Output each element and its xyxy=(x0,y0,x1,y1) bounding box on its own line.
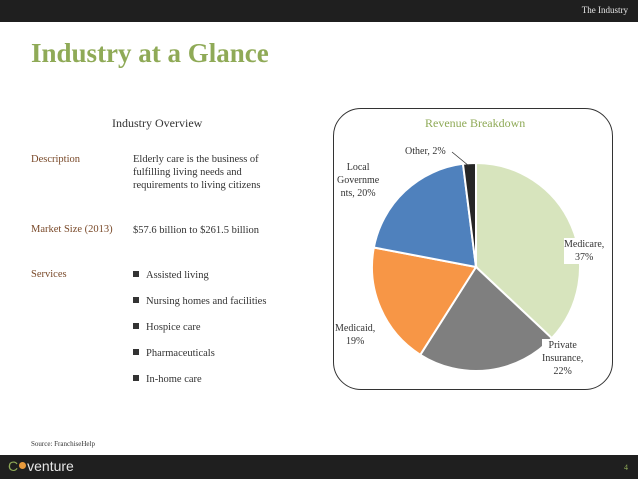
pie-label-line: Insurance, xyxy=(542,353,584,364)
pie-label-line: Medicaid, xyxy=(335,323,376,334)
description-line: Elderly care is the business of xyxy=(133,154,259,165)
page-title: Industry at a Glance xyxy=(31,38,269,68)
bullet-icon xyxy=(133,349,139,355)
list-item: Hospice care xyxy=(133,321,266,347)
list-item: In-home care xyxy=(133,373,266,399)
description-line: fulfilling living needs and xyxy=(133,167,242,178)
pie-slice-medicare xyxy=(475,161,581,340)
revenue-pie-chart xyxy=(371,151,581,372)
bullet-icon xyxy=(133,297,139,303)
pie-label-line: 22% xyxy=(553,366,572,377)
section-label: The Industry xyxy=(581,5,628,15)
pie-slice-local-governments xyxy=(372,162,478,269)
list-item: Pharmaceuticals xyxy=(133,347,266,373)
market-size-label: Market Size (2013) xyxy=(31,224,113,235)
services-label: Services xyxy=(31,269,67,280)
pie-label-line: Governme xyxy=(337,175,380,186)
overview-heading: Industry Overview xyxy=(112,116,203,130)
pie-label-line: nts, 20% xyxy=(340,188,376,199)
pie-label-line: 19% xyxy=(345,336,365,347)
pie-label-local-governments: Local Governme nts, 20% xyxy=(337,161,380,200)
revenue-panel xyxy=(333,108,613,390)
pie-slice-other xyxy=(461,161,477,268)
list-item: Nursing homes and facilities xyxy=(133,295,266,321)
service-text: Hospice care xyxy=(146,322,201,333)
pie-label-line: Local xyxy=(346,162,370,173)
bullet-icon xyxy=(133,375,139,381)
pie-label-medicaid: Medicaid, 19% xyxy=(335,322,376,348)
pie-label-medicare: Medicare, 37% xyxy=(564,238,605,264)
chart-title: Revenue Breakdown xyxy=(425,116,526,130)
pie-label-other: Other, 2% xyxy=(405,145,446,158)
pie-leader-line xyxy=(451,151,470,167)
pie-label-private-insurance: Private Insurance, 22% xyxy=(542,339,584,378)
service-text: Assisted living xyxy=(146,270,209,281)
service-text: Nursing homes and facilities xyxy=(146,296,267,307)
pie-label-line: Medicare, xyxy=(564,239,605,250)
service-text: Pharmaceuticals xyxy=(146,348,215,359)
service-text: In-home care xyxy=(146,374,202,385)
description-label: Description xyxy=(31,154,80,165)
logo-mark-icon xyxy=(19,462,27,469)
services-list: Assisted living Nursing homes and facili… xyxy=(133,269,266,399)
bullet-icon xyxy=(133,271,139,277)
list-item: Assisted living xyxy=(133,269,266,295)
pie-label-line: 37% xyxy=(574,252,594,263)
source-note: Source: FranchiseHelp xyxy=(31,440,95,448)
pie-label-line: Private xyxy=(548,340,577,351)
description-line: requirements to living citizens xyxy=(133,180,261,191)
top-bar: The Industry xyxy=(0,0,638,22)
pie-label-line: Other, 2% xyxy=(405,146,446,157)
bullet-icon xyxy=(133,323,139,329)
market-size-value: $57.6 billion to $261.5 billion xyxy=(133,225,260,236)
page-number: 4 xyxy=(624,463,628,472)
description-text: Elderly care is the business of fulfilli… xyxy=(133,153,283,192)
pie-slice-medicaid xyxy=(371,246,478,357)
